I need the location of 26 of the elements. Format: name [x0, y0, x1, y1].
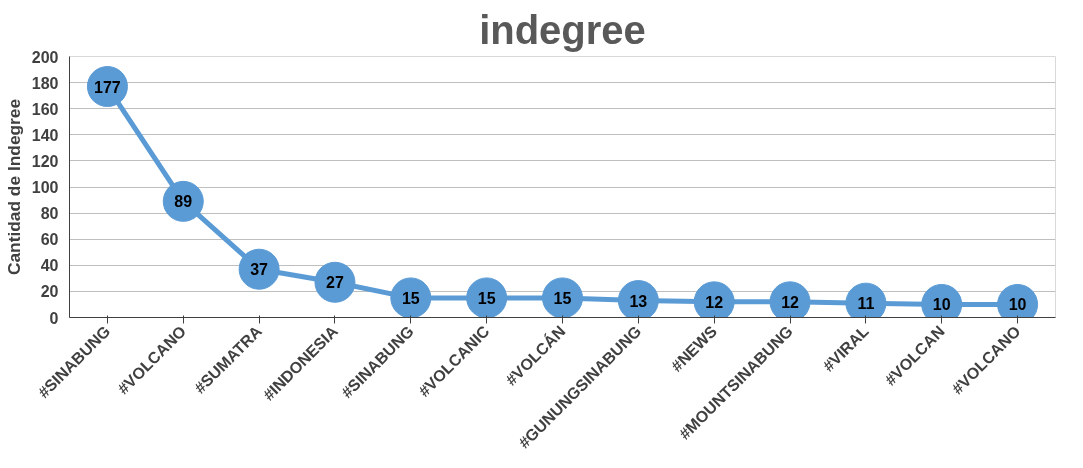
data-label: 15 — [553, 289, 572, 307]
chart-title: indegree — [479, 7, 646, 52]
data-label: 15 — [477, 289, 496, 307]
data-label: 37 — [250, 261, 269, 279]
data-label: 27 — [326, 274, 344, 292]
y-tick-label: 60 — [40, 231, 59, 249]
y-axis-title: Cantidad de Indegree — [3, 98, 24, 276]
y-tick-label: 0 — [49, 309, 59, 327]
data-label: 13 — [629, 292, 648, 310]
data-label: 15 — [401, 289, 420, 307]
y-tick-label: 20 — [40, 283, 59, 301]
y-tick-label: 160 — [31, 100, 59, 118]
data-label: 177 — [94, 78, 121, 96]
y-tick-label: 80 — [40, 205, 59, 223]
y-tick-label: 120 — [31, 152, 59, 170]
data-label: 89 — [174, 193, 193, 211]
data-label: 10 — [1008, 296, 1027, 314]
y-tick-label: 100 — [31, 179, 59, 196]
y-tick-label: 40 — [40, 257, 59, 275]
data-label: 10 — [932, 296, 951, 314]
y-tick-label: 180 — [31, 74, 59, 92]
y-tick-label: 200 — [31, 48, 59, 66]
y-tick-label: 140 — [31, 126, 59, 144]
data-label: 12 — [781, 293, 800, 311]
data-label: 12 — [705, 293, 724, 311]
data-label: 11 — [857, 295, 875, 313]
